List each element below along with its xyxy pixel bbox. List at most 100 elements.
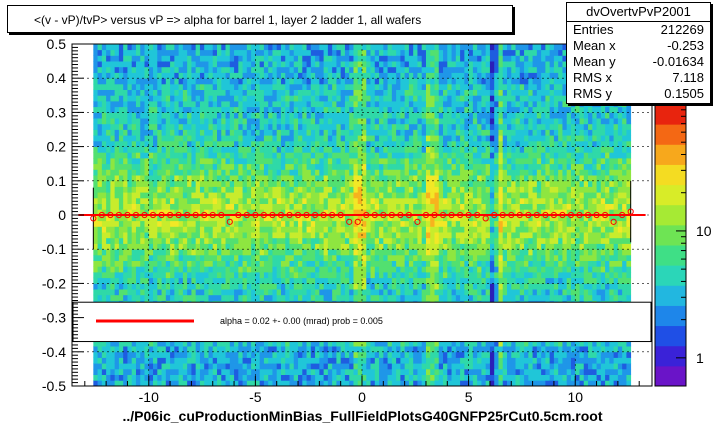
heatmap-cell (127, 215, 133, 222)
heatmap-cell (208, 66, 214, 73)
heatmap-cell (204, 215, 209, 222)
heatmap-cell (127, 83, 133, 90)
heatmap-cell (438, 83, 444, 90)
heatmap-cell (229, 357, 235, 364)
heatmap-cell (170, 72, 175, 79)
heatmap-cell (101, 140, 107, 147)
heatmap-cell (174, 215, 180, 222)
heatmap-cell (144, 209, 150, 216)
heatmap-cell (165, 55, 171, 62)
heatmap-cell (285, 351, 290, 358)
heatmap-cell (259, 215, 265, 222)
heatmap-cell (123, 215, 128, 222)
heatmap-cell (204, 374, 209, 381)
heatmap-cell (114, 169, 120, 176)
heatmap-cell (195, 232, 201, 239)
heatmap-cell (310, 106, 316, 113)
heatmap-cell (259, 374, 265, 381)
heatmap-cell (370, 66, 376, 73)
heatmap-cell (293, 197, 299, 204)
heatmap-cell (272, 66, 278, 73)
heatmap-cell (123, 186, 128, 193)
heatmap-cell (396, 180, 401, 187)
heatmap-cell (383, 146, 388, 153)
heatmap-cell (165, 237, 171, 244)
heatmap-cell (430, 289, 435, 296)
heatmap-cell (110, 95, 116, 102)
heatmap-cell (310, 152, 316, 159)
heatmap-cell (370, 220, 376, 227)
heatmap-cell (195, 169, 201, 176)
heatmap-cell (131, 283, 137, 290)
heatmap-cell (127, 226, 133, 233)
heatmap-cell (238, 380, 243, 387)
heatmap-cell (387, 61, 393, 68)
heatmap-cell (425, 158, 431, 165)
heatmap-cell (315, 249, 320, 256)
heatmap-cell (118, 169, 124, 176)
heatmap-cell (229, 232, 235, 239)
heatmap-cell (187, 186, 192, 193)
heatmap-cell (106, 249, 111, 256)
heatmap-cell (315, 123, 320, 130)
heatmap-cell (251, 135, 256, 142)
heatmap-cell (310, 363, 316, 370)
heatmap-cell (127, 220, 133, 227)
heatmap-cell (221, 192, 226, 199)
heatmap-cell (135, 380, 141, 387)
heatmap-cell (396, 374, 401, 381)
heatmap-cell (404, 106, 410, 113)
heatmap-cell (153, 351, 158, 358)
heatmap-cell (370, 374, 376, 381)
heatmap-cell (374, 135, 380, 142)
heatmap-cell (340, 220, 346, 227)
heatmap-cell (280, 357, 286, 364)
heatmap-cell (148, 83, 154, 90)
heatmap-cell (204, 363, 209, 370)
heatmap-cell (221, 175, 226, 182)
heatmap-cell (391, 243, 397, 250)
heatmap-cell (140, 140, 145, 147)
heatmap-cell (187, 380, 192, 387)
heatmap-cell (97, 118, 103, 125)
heatmap-cell (195, 140, 201, 147)
heatmap-cell (357, 146, 363, 153)
heatmap-cell (323, 346, 329, 353)
heatmap-cell (93, 243, 98, 250)
heatmap-cell (434, 368, 440, 375)
heatmap-cell (323, 152, 329, 159)
heatmap-cell (370, 215, 376, 222)
heatmap-cell (174, 277, 180, 284)
heatmap-cell (263, 175, 269, 182)
heatmap-cell (101, 163, 107, 170)
heatmap-cell (174, 135, 180, 142)
heatmap-cell (336, 272, 342, 279)
heatmap-cell (135, 118, 141, 125)
heatmap-cell (217, 135, 222, 142)
heatmap-cell (413, 266, 418, 273)
heatmap-cell (353, 129, 359, 136)
heatmap-cell (242, 186, 248, 193)
heatmap-cell (362, 123, 367, 130)
heatmap-cell (97, 254, 103, 261)
heatmap-cell (289, 89, 295, 96)
heatmap-cell (153, 78, 158, 85)
heatmap-cell (400, 232, 406, 239)
heatmap-cell (421, 254, 427, 261)
heatmap-cell (238, 243, 243, 250)
heatmap-cell (370, 249, 376, 256)
heatmap-cell (251, 220, 256, 227)
heatmap-cell (268, 294, 273, 301)
heatmap-cell (204, 220, 209, 227)
heatmap-cell (242, 254, 248, 261)
heatmap-cell (387, 118, 393, 125)
heatmap-cell (191, 220, 197, 227)
heatmap-cell (225, 266, 231, 273)
heatmap-cell (336, 163, 342, 170)
heatmap-cell (255, 209, 261, 216)
heatmap-cell (302, 197, 307, 204)
heatmap-cell (221, 220, 226, 227)
heatmap-cell (217, 357, 222, 364)
heatmap-cell (293, 351, 299, 358)
heatmap-cell (443, 123, 448, 130)
